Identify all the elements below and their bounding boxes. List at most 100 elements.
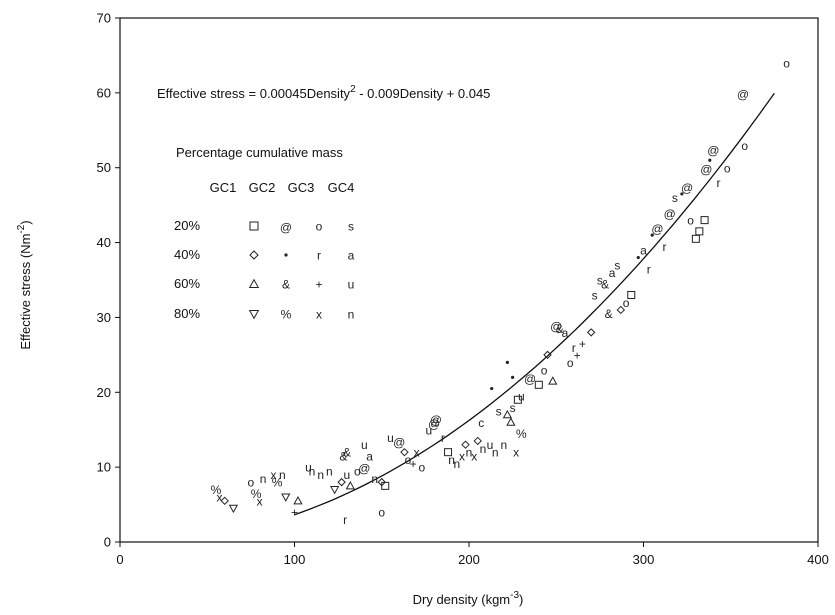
data-point-n: n	[371, 472, 378, 486]
y-axis-title-end: )	[18, 220, 33, 224]
data-point-x: x	[471, 449, 477, 463]
legend-row-label: 40%	[174, 247, 200, 262]
data-point-r: r	[717, 176, 721, 190]
data-point-dot	[636, 255, 640, 260]
data-point-symbol: &	[282, 278, 290, 292]
data-point-symbol: %	[281, 308, 292, 322]
y-tick-label: 50	[97, 160, 111, 175]
data-point-square	[513, 395, 522, 404]
data-point-o: o	[687, 214, 694, 228]
data-point-o: o	[405, 453, 412, 467]
data-point-diamond	[543, 350, 552, 360]
data-point-o: o	[354, 464, 361, 478]
data-point-symbol: @	[707, 144, 719, 158]
data-point-o: o	[419, 461, 426, 475]
data-point-square	[700, 216, 709, 225]
x-tick-label: 300	[633, 552, 655, 567]
x-axis-title-main: Dry density (kgm	[413, 592, 511, 607]
legend-column-header: GC1	[210, 180, 237, 195]
data-point-u: u	[487, 438, 494, 452]
data-point-diamond	[616, 305, 626, 315]
data-point-o: o	[248, 476, 255, 490]
data-point-u: u	[387, 431, 394, 445]
data-point-symbol: %	[272, 476, 283, 490]
data-point-s: s	[510, 401, 516, 415]
legend: Percentage cumulative mass GC1 GC2 GC3 GC4 2…	[174, 145, 355, 322]
data-point-triangle-down	[248, 310, 260, 320]
y-axis-title-main: Effective stress (Nm	[18, 234, 33, 350]
x-axis-title: Dry density (kgm-3)	[413, 590, 524, 607]
data-point-square	[627, 290, 636, 299]
data-point-diamond	[400, 447, 409, 457]
data-point-symbol: &	[605, 307, 613, 321]
data-point-symbol: %	[251, 487, 262, 501]
data-point-symbol: &	[343, 446, 351, 460]
data-point-r: r	[647, 262, 651, 276]
data-point-a: a	[348, 249, 355, 263]
data-point-o: o	[378, 506, 385, 520]
data-point-symbol: @	[681, 181, 693, 195]
legend-row-label: 20%	[174, 218, 200, 233]
data-point-square	[444, 448, 453, 457]
data-point-n: n	[480, 442, 487, 456]
data-point-n: n	[453, 457, 460, 471]
data-point-o: o	[724, 161, 731, 175]
data-point-symbol: @	[651, 222, 663, 236]
legend-row-label: 60%	[174, 276, 200, 291]
y-axis-ticks: 0 10 20 30 40 50 60 70	[97, 11, 120, 550]
data-point-c: c	[478, 416, 484, 430]
data-point-dot	[680, 192, 684, 196]
data-point-o: o	[623, 296, 630, 310]
data-point-x: x	[316, 308, 322, 322]
data-point-n: n	[279, 468, 286, 482]
data-point-a: a	[562, 326, 569, 340]
data-point-x: x	[271, 468, 277, 482]
data-point-square	[691, 234, 700, 243]
data-point-s: s	[614, 259, 620, 273]
data-point-dot	[490, 386, 494, 391]
data-point-r: r	[662, 240, 666, 254]
data-point-s: s	[348, 220, 354, 234]
data-point-dot	[650, 233, 654, 237]
data-point-x: x	[459, 449, 465, 463]
data-point-x: x	[216, 491, 222, 505]
data-point-diamond	[249, 250, 259, 260]
data-point-diamond	[586, 328, 596, 337]
data-point-triangle-up	[502, 409, 513, 419]
data-point-symbol: @	[280, 221, 292, 235]
data-point-a: a	[640, 244, 647, 258]
data-point-n: n	[492, 446, 499, 460]
data-point-s: s	[496, 405, 502, 419]
x-tick-label: 400	[807, 552, 829, 567]
data-point-symbol: @	[393, 436, 405, 450]
data-point-n: n	[309, 464, 316, 478]
data-point-diamond	[337, 477, 346, 487]
y-tick-label: 40	[97, 235, 111, 250]
legend-column-header: GC2	[249, 180, 276, 195]
data-point-square	[381, 481, 390, 490]
data-point-s: s	[672, 191, 678, 205]
data-point-triangle-down	[228, 504, 239, 514]
equation-text: Effective stress = 0.00045Density2 - 0.0…	[157, 84, 490, 101]
x-tick-label: 0	[116, 552, 123, 567]
y-tick-label: 70	[97, 11, 111, 26]
data-point-o: o	[567, 356, 574, 370]
data-point-dot	[511, 375, 515, 379]
data-point-dot	[708, 158, 712, 162]
y-tick-label: 20	[97, 385, 111, 400]
data-point-u: u	[361, 438, 368, 452]
data-point-dot	[284, 253, 288, 257]
data-point-triangle-up	[248, 278, 260, 288]
legend-column-header: GC4	[328, 180, 355, 195]
data-point-a: a	[366, 449, 373, 463]
data-point-symbol: @	[430, 413, 442, 427]
data-point-n: n	[448, 453, 455, 467]
data-point-symbol: +	[579, 337, 586, 351]
legend-row-label: 80%	[174, 306, 200, 321]
data-point-o: o	[741, 139, 748, 153]
x-tick-label: 200	[458, 552, 480, 567]
data-point-o: o	[316, 220, 323, 234]
y-tick-label: 0	[104, 535, 111, 550]
data-point-triangle-down	[281, 493, 291, 502]
